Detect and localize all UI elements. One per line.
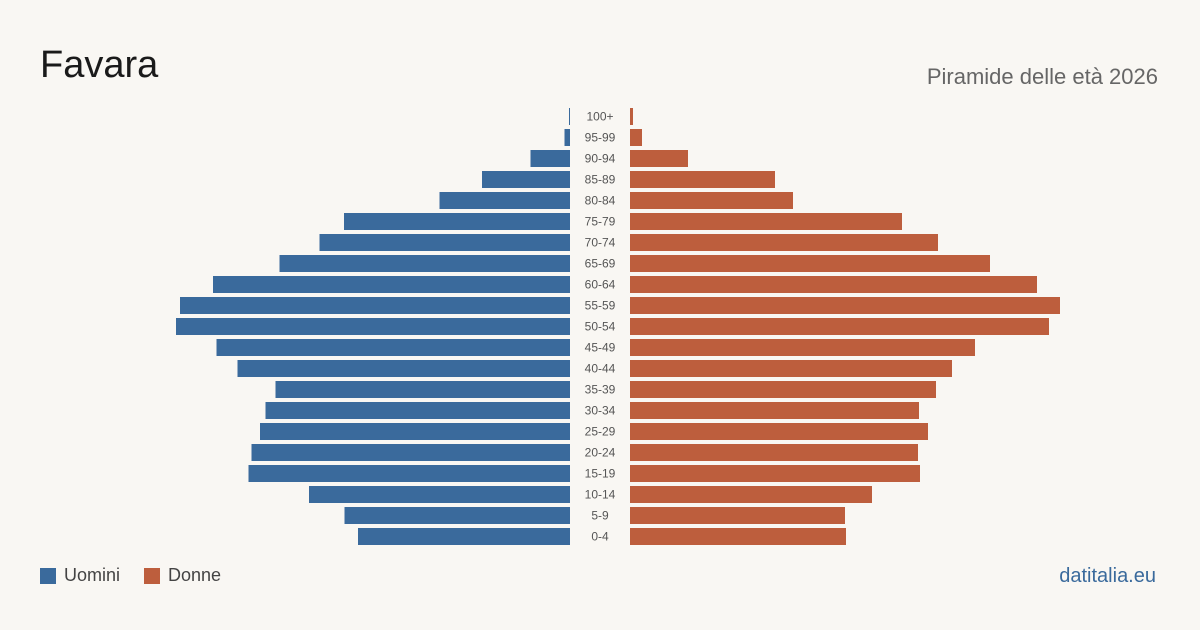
age-group-label: 65-69: [585, 257, 616, 271]
age-group-label: 10-14: [585, 488, 616, 502]
bar-male-50-54: [176, 318, 570, 335]
age-group-label: 15-19: [585, 467, 616, 481]
bar-female-50-54: [630, 318, 1049, 335]
bar-female-45-49: [630, 339, 975, 356]
bar-female-65-69: [630, 255, 990, 272]
bar-female-40-44: [630, 360, 952, 377]
bar-male-65-69: [279, 255, 570, 272]
bar-male-75-79: [344, 213, 570, 230]
bar-female-75-79: [630, 213, 902, 230]
legend-item-male: Uomini: [40, 565, 120, 586]
age-group-label: 100+: [586, 110, 613, 124]
bar-male-60-64: [213, 276, 570, 293]
bar-female-55-59: [630, 297, 1060, 314]
bar-male-35-39: [275, 381, 570, 398]
bar-male-90-94: [530, 150, 570, 167]
age-group-label: 85-89: [585, 173, 616, 187]
chart-subtitle: Piramide delle età 2026: [926, 64, 1158, 89]
bar-female-100+: [630, 108, 633, 125]
age-group-label: 25-29: [585, 425, 616, 439]
legend-item-female: Donne: [144, 565, 221, 586]
bar-female-0-4: [630, 528, 846, 545]
bar-female-60-64: [630, 276, 1037, 293]
bar-female-70-74: [630, 234, 938, 251]
age-group-label: 0-4: [591, 530, 609, 544]
legend-swatch-female: [144, 567, 161, 584]
bar-female-20-24: [630, 444, 918, 461]
bar-female-5-9: [630, 507, 845, 524]
age-group-label: 75-79: [585, 215, 616, 229]
bar-male-80-84: [439, 192, 570, 209]
bar-female-95-99: [630, 129, 642, 146]
bar-male-95-99: [564, 129, 570, 146]
bar-female-30-34: [630, 402, 919, 419]
legend-label-female: Donne: [168, 565, 222, 585]
bar-male-10-14: [309, 486, 570, 503]
bar-male-20-24: [251, 444, 570, 461]
bar-female-80-84: [630, 192, 793, 209]
bar-male-15-19: [248, 465, 570, 482]
legend: Uomini Donne: [40, 565, 221, 586]
age-group-label: 35-39: [585, 383, 616, 397]
age-group-label: 30-34: [585, 404, 616, 418]
age-group-label: 90-94: [585, 152, 616, 166]
bar-male-45-49: [216, 339, 570, 356]
age-group-label: 45-49: [585, 341, 616, 355]
bar-male-25-29: [260, 423, 570, 440]
age-group-label: 70-74: [585, 236, 616, 250]
bar-female-90-94: [630, 150, 688, 167]
age-group-label: 80-84: [585, 194, 616, 208]
age-group-label: 55-59: [585, 299, 616, 313]
bar-male-30-34: [265, 402, 570, 419]
age-group-label: 95-99: [585, 131, 616, 145]
bar-male-70-74: [319, 234, 570, 251]
age-group-label: 5-9: [591, 509, 609, 523]
bar-male-100+: [569, 108, 570, 125]
page-title: Favara: [40, 44, 159, 86]
age-group-label: 60-64: [585, 278, 616, 292]
bar-female-15-19: [630, 465, 920, 482]
bar-male-55-59: [180, 297, 570, 314]
bar-male-5-9: [344, 507, 570, 524]
legend-label-male: Uomini: [64, 565, 121, 585]
bar-male-85-89: [482, 171, 570, 188]
bar-male-40-44: [237, 360, 570, 377]
source-link[interactable]: datitalia.eu: [1059, 565, 1156, 587]
bar-female-25-29: [630, 423, 928, 440]
legend-swatch-male: [40, 567, 56, 584]
age-group-label: 20-24: [585, 446, 616, 460]
age-group-label: 50-54: [585, 320, 616, 334]
bar-male-0-4: [358, 528, 570, 545]
age-group-label: 40-44: [585, 362, 616, 376]
bar-female-85-89: [630, 171, 775, 188]
bar-female-10-14: [630, 486, 872, 503]
bar-female-35-39: [630, 381, 936, 398]
